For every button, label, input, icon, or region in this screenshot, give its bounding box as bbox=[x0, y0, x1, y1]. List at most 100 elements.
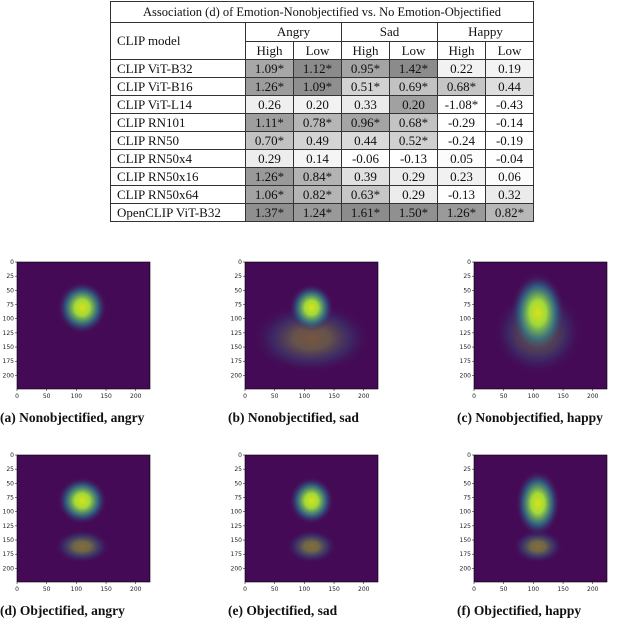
value-cell: 1.06* bbox=[245, 185, 294, 204]
value-cell: 0.82* bbox=[293, 185, 342, 204]
value-cell: 0.26 bbox=[245, 95, 294, 114]
value-cell: 0.51* bbox=[341, 77, 390, 96]
y-tick-label: 75 bbox=[463, 495, 471, 502]
value-cell: 0.52* bbox=[389, 131, 438, 150]
value-cell: 0.33 bbox=[341, 95, 390, 114]
heatmap-panel-f: 0 25 50 75 100 125 150 175 200 0 50 100 150 200 (f) Ob… bbox=[457, 443, 640, 619]
x-tick-label: 50 bbox=[500, 586, 508, 593]
subheader-sad-high: High bbox=[341, 41, 390, 60]
value-cell: 1.42* bbox=[389, 59, 438, 78]
value-cell: 0.44 bbox=[485, 77, 534, 96]
value-cell: 0.19 bbox=[485, 59, 534, 78]
heatmap-activation-blob bbox=[515, 469, 561, 538]
heatmap-plot: 0 25 50 75 100 125 150 175 200 0 50 100 150 200 bbox=[3, 259, 151, 400]
value-cell: -0.24 bbox=[437, 131, 486, 150]
y-tick-label: 100 bbox=[231, 509, 243, 516]
x-tick-label: 200 bbox=[358, 586, 370, 593]
value-cell: 0.29 bbox=[245, 149, 294, 168]
heatmap-activation-blob bbox=[512, 529, 564, 564]
x-tick-label: 50 bbox=[43, 393, 51, 400]
y-tick-label: 25 bbox=[6, 466, 14, 473]
y-tick-label: 0 bbox=[10, 259, 14, 266]
group-header-happy: Happy bbox=[437, 22, 534, 42]
y-tick-label: 125 bbox=[231, 523, 243, 530]
x-tick-label: 150 bbox=[557, 586, 569, 593]
y-tick-label: 150 bbox=[3, 344, 15, 351]
heatmap-activation-blob bbox=[286, 529, 337, 564]
panel-caption: (c) Nonobjectified, happy bbox=[457, 410, 603, 425]
value-cell: 0.84* bbox=[293, 167, 342, 186]
y-tick-label: 175 bbox=[460, 551, 472, 558]
value-cell: 1.26* bbox=[245, 77, 294, 96]
value-cell: 1.11* bbox=[245, 113, 294, 132]
value-cell: 0.95* bbox=[341, 59, 390, 78]
y-tick-label: 0 bbox=[467, 259, 471, 266]
table-row: CLIP RN50x16 1.26* 0.84* 0.39 0.29 0.23 0.06 bbox=[110, 167, 534, 186]
model-name-cell: CLIP RN50 bbox=[110, 131, 246, 150]
value-cell: 0.14 bbox=[293, 149, 342, 168]
y-tick-label: 175 bbox=[231, 551, 243, 558]
value-cell: 0.78* bbox=[293, 113, 342, 132]
y-tick-label: 200 bbox=[231, 565, 243, 572]
y-tick-label: 175 bbox=[231, 358, 243, 365]
y-tick-label: 125 bbox=[3, 523, 15, 530]
value-cell: -1.08* bbox=[437, 95, 486, 114]
x-tick-label: 0 bbox=[472, 393, 476, 400]
value-cell: -0.29 bbox=[437, 113, 486, 132]
panel-caption: (e) Objectified, sad bbox=[228, 603, 338, 618]
heatmap-activation-blob bbox=[288, 283, 335, 332]
y-tick-label: 100 bbox=[3, 316, 15, 323]
table-title: Association (d) of Emotion-Nonobjectifie… bbox=[110, 1, 534, 23]
x-tick-label: 0 bbox=[15, 393, 19, 400]
x-tick-label: 200 bbox=[587, 586, 599, 593]
table-row: CLIP RN101 1.11* 0.78* 0.96* 0.68* -0.29 -0.14 bbox=[110, 113, 534, 132]
x-tick-label: 50 bbox=[43, 586, 51, 593]
y-tick-label: 25 bbox=[234, 466, 242, 473]
y-tick-label: 200 bbox=[3, 372, 15, 379]
x-tick-label: 200 bbox=[130, 586, 142, 593]
x-tick-label: 100 bbox=[71, 586, 83, 593]
value-cell: 0.68* bbox=[389, 113, 438, 132]
heatmap-plot: 0 25 50 75 100 125 150 175 200 0 50 100 150 200 bbox=[231, 452, 379, 593]
table-row: CLIP ViT-B16 1.26* 1.09* 0.51* 0.69* 0.68* 0.4… bbox=[110, 77, 534, 96]
y-tick-label: 100 bbox=[460, 509, 472, 516]
subheader-angry-high: High bbox=[245, 41, 294, 60]
value-cell: 1.24* bbox=[293, 203, 342, 222]
value-cell: 1.26* bbox=[437, 203, 486, 222]
y-tick-label: 50 bbox=[234, 287, 242, 294]
y-tick-label: 150 bbox=[231, 344, 243, 351]
value-cell: 0.49 bbox=[293, 131, 342, 150]
table-row: CLIP RN50 0.70* 0.49 0.44 0.52* -0.24 -0.19 bbox=[110, 131, 534, 150]
table-row: CLIP RN50x64 1.06* 0.82* 0.63* 0.29 -0.13 0.32 bbox=[110, 185, 534, 204]
heatmap-frame bbox=[16, 261, 151, 390]
value-cell: 0.63* bbox=[341, 185, 390, 204]
y-tick-label: 150 bbox=[3, 537, 15, 544]
value-cell: 0.44 bbox=[341, 131, 390, 150]
value-cell: 0.82* bbox=[485, 203, 534, 222]
y-tick-label: 25 bbox=[6, 273, 14, 280]
y-tick-label: 25 bbox=[234, 273, 242, 280]
value-cell: 0.69* bbox=[389, 77, 438, 96]
association-table: Association (d) of Emotion-Nonobjectifie… bbox=[110, 1, 534, 222]
x-tick-label: 100 bbox=[299, 586, 311, 593]
value-cell: 0.05 bbox=[437, 149, 486, 168]
heatmap-frame bbox=[473, 261, 608, 390]
value-cell: -0.06 bbox=[341, 149, 390, 168]
heatmap-panel-b: 0 25 50 75 100 125 150 175 200 0 50 100 150 200 (b) No… bbox=[228, 250, 411, 426]
heatmap-plot: 0 25 50 75 100 125 150 175 200 0 50 100 150 200 bbox=[460, 452, 608, 593]
panel-caption: (b) Nonobjectified, sad bbox=[228, 410, 359, 425]
group-header-angry: Angry bbox=[245, 22, 342, 42]
model-name-cell: CLIP RN101 bbox=[110, 113, 246, 132]
model-name-cell: CLIP RN50x4 bbox=[110, 149, 246, 168]
x-tick-label: 0 bbox=[243, 586, 247, 593]
y-tick-label: 0 bbox=[238, 452, 242, 459]
value-cell: -0.14 bbox=[485, 113, 534, 132]
heatmap-frame bbox=[16, 454, 151, 583]
x-tick-label: 50 bbox=[271, 393, 279, 400]
heatmap-panel-e: 0 25 50 75 100 125 150 175 200 0 50 100 150 200 (e) Ob… bbox=[228, 443, 411, 619]
value-cell: -0.13 bbox=[437, 185, 486, 204]
heatmap-plot: 0 25 50 75 100 125 150 175 200 0 50 100 150 200 bbox=[231, 259, 379, 400]
y-tick-label: 0 bbox=[238, 259, 242, 266]
y-tick-label: 100 bbox=[231, 316, 243, 323]
model-name-cell: OpenCLIP ViT-B32 bbox=[110, 203, 246, 222]
